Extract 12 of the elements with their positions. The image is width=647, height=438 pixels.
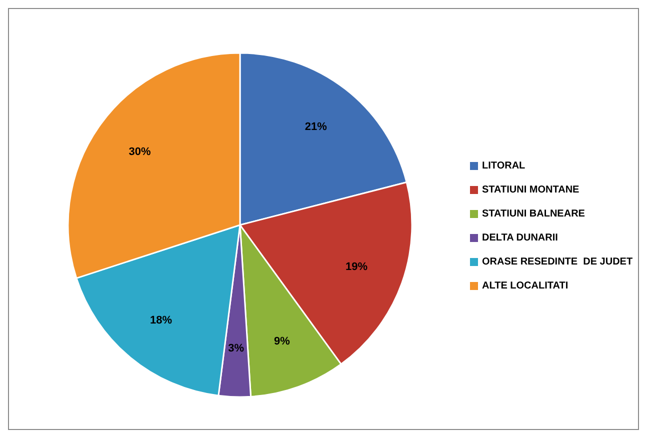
data-label: 19%	[346, 260, 368, 273]
legend-label: ALTE LOCALITATI	[482, 280, 568, 292]
data-label: 18%	[150, 314, 172, 326]
data-label: 21%	[304, 121, 328, 134]
data-label: 30%	[128, 146, 152, 158]
legend-label: DELTA DUNARII	[482, 232, 558, 244]
legend-label: STATIUNI MONTANE	[482, 184, 580, 196]
legend-label: LITORAL	[482, 160, 526, 172]
data-label: 9%	[274, 335, 290, 348]
legend-label: STATIUNI BALNEARE	[482, 208, 586, 220]
legend-label: ORASE RESEDINTE DE JUDET	[482, 256, 633, 268]
data-label: 3%	[228, 342, 244, 355]
